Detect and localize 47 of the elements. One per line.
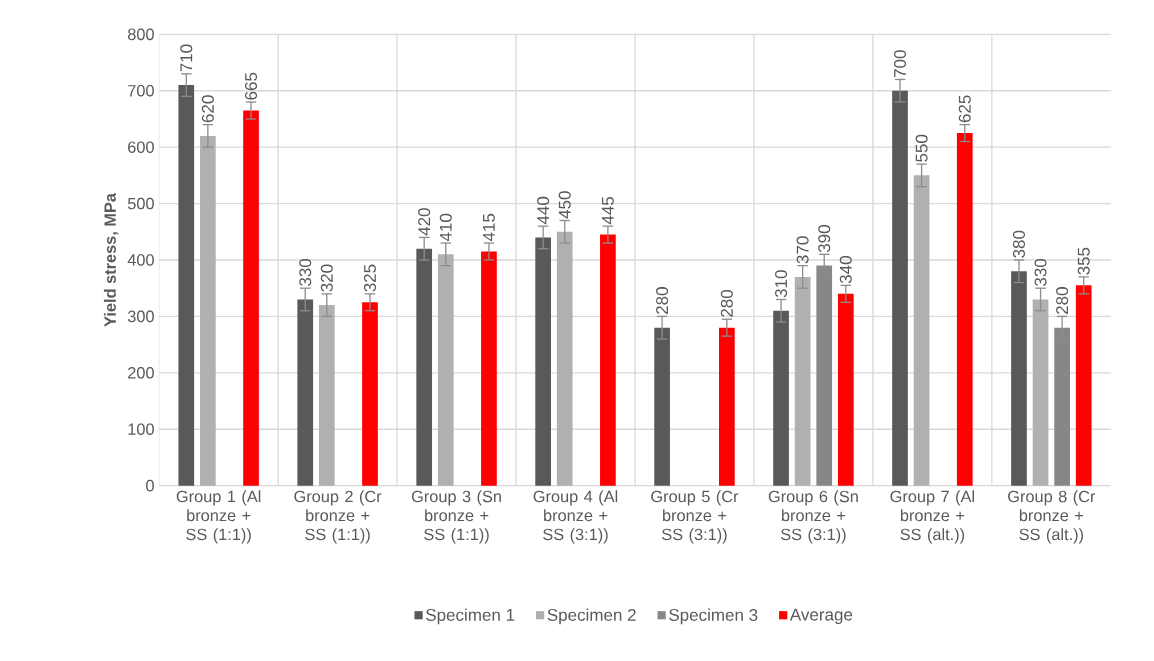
x-tick-label: Group 5 (Cr bronze + SS (3:1))	[651, 490, 739, 544]
data-label: 330	[1034, 258, 1047, 286]
y-tick-label: 0	[146, 479, 154, 492]
legend-label: Average	[789, 608, 853, 624]
y-tick-label: 400	[127, 254, 154, 266]
y-tick-label: 300	[127, 310, 154, 323]
y-tick-label: 800	[127, 28, 154, 40]
x-tick-label: Group 3 (Sn bronze + SS (1:1))	[411, 490, 501, 544]
x-tick-label: Group 7 (Al bronze + SS (alt.))	[890, 490, 974, 544]
y-tick-label: 600	[128, 141, 154, 153]
data-label: 330	[299, 258, 312, 286]
data-label: 280	[720, 289, 733, 317]
x-tick-label: Group 4 (Al bronze + SS (3:1))	[533, 490, 618, 544]
data-label: 370	[796, 236, 809, 264]
data-label: 620	[201, 95, 214, 123]
data-label: 710	[180, 44, 193, 72]
data-label: 320	[320, 264, 333, 292]
y-axis-title: Yield stress, MPa	[103, 192, 119, 327]
data-label: 440	[537, 196, 550, 225]
data-label: 310	[775, 270, 788, 298]
y-tick-label: 200	[128, 366, 154, 379]
data-label: 340	[839, 255, 852, 284]
y-tick-label: 100	[128, 423, 154, 435]
data-label: 280	[656, 286, 669, 314]
data-label: 355	[1077, 247, 1090, 275]
x-tick-label: Group 2 (Cr bronze + SS (1:1))	[294, 490, 382, 544]
data-label: 445	[601, 196, 614, 225]
y-tick-label: 700	[128, 84, 154, 97]
legend-label: Specimen 3	[669, 608, 758, 625]
data-label: 700	[893, 50, 907, 77]
legend-label: Specimen 1	[426, 608, 515, 625]
x-tick-label: Group 1 (Al bronze + SS (1:1))	[176, 490, 261, 544]
data-label: 325	[363, 264, 376, 292]
data-label: 280	[1056, 286, 1069, 314]
data-label: 450	[558, 191, 571, 219]
data-label: 625	[958, 95, 971, 123]
x-tick-label: Group 8 (Cr bronze + SS (alt.))	[1008, 490, 1096, 544]
data-label: 550	[915, 134, 928, 162]
data-label: 390	[818, 224, 831, 252]
data-label: 410	[439, 213, 452, 241]
data-label: 420	[418, 208, 431, 236]
data-label: 415	[483, 213, 495, 241]
data-label: 665	[245, 72, 258, 100]
legend-label: Specimen 2	[547, 608, 636, 625]
y-tick-label: 500	[127, 197, 154, 210]
x-tick-label: Group 6 (Sn bronze + SS (3:1))	[768, 490, 858, 544]
data-label: 380	[1012, 230, 1025, 258]
